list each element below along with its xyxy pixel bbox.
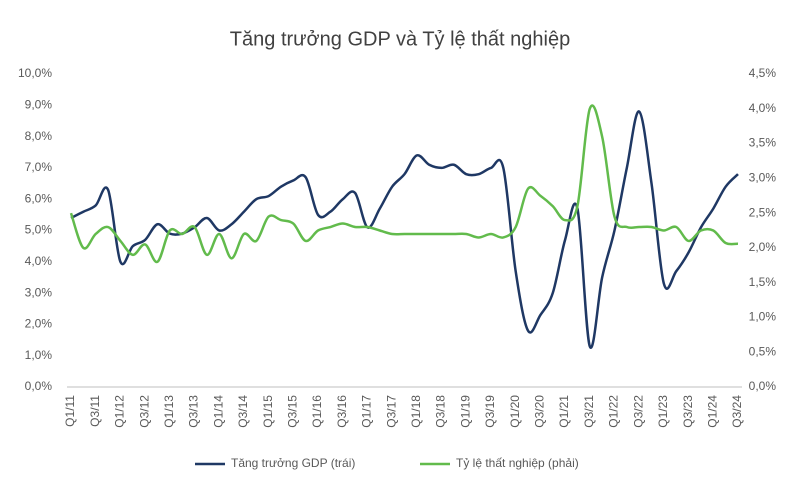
x-tick-label: Q1/19 [458,395,472,428]
y2-tick-label: 3,0% [749,171,777,185]
x-tick-label: Q3/19 [483,395,497,428]
x-tick-label: Q1/23 [656,395,670,428]
x-tick-label: Q3/14 [236,395,250,428]
legend-label: Tỷ lệ thất nghiệp (phải) [456,456,579,470]
series-line [69,104,739,264]
y-tick-label: 1,0% [25,348,53,362]
x-tick-label: Q1/13 [162,395,176,428]
x-tick-label: Q3/20 [533,395,547,428]
y2-tick-label: 2,0% [749,240,777,254]
y-tick-label: 4,0% [25,254,53,268]
x-tick-label: Q1/18 [409,395,423,428]
y-tick-label: 9,0% [25,97,53,111]
y2-tick-label: 4,0% [749,101,777,115]
x-tick-label: Q1/22 [607,395,621,428]
x-tick-label: Q3/21 [582,395,596,428]
x-tick-label: Q1/17 [360,395,374,428]
x-tick-label: Q1/16 [310,395,324,428]
y2-tick-label: 1,5% [749,275,777,289]
x-tick-label: Q3/15 [286,395,300,428]
x-tick-label: Q3/16 [335,395,349,428]
y-tick-label: 10,0% [18,66,52,80]
y-tick-label: 3,0% [25,285,53,299]
y2-tick-label: 3,5% [749,136,777,150]
y2-tick-label: 2,5% [749,205,777,219]
x-tick-label: Q3/12 [137,395,151,428]
x-tick-label: Q3/13 [187,395,201,428]
y-tick-label: 6,0% [25,191,53,205]
x-tick-label: Q1/15 [261,395,275,428]
x-tick-label: Q3/11 [88,395,102,427]
y-tick-label: 7,0% [25,160,53,174]
x-tick-label: Q1/11 [63,395,77,427]
legend-label: Tăng trưởng GDP (trái) [231,456,355,470]
y-tick-label: 5,0% [25,223,53,237]
x-tick-label: Q3/17 [384,395,398,428]
x-tick-label: Q3/22 [631,395,645,428]
y2-tick-label: 0,0% [749,379,777,393]
x-tick-label: Q3/18 [434,395,448,428]
y-tick-label: 2,0% [25,317,53,331]
x-tick-label: Q1/14 [211,395,225,428]
x-tick-label: Q1/21 [557,395,571,428]
y-tick-label: 0,0% [25,379,53,393]
x-tick-label: Q3/24 [730,395,744,428]
y-tick-label: 8,0% [25,129,53,143]
x-tick-label: Q1/20 [508,395,522,428]
chart-title: Tăng trưởng GDP và Tỷ lệ thất nghiệp [230,28,570,50]
x-tick-label: Q3/23 [681,395,695,428]
y2-tick-label: 0,5% [749,344,777,358]
y2-tick-label: 1,0% [749,310,777,324]
x-tick-label: Q1/24 [705,395,719,428]
y2-tick-label: 4,5% [749,66,777,80]
x-tick-label: Q1/12 [113,395,127,428]
